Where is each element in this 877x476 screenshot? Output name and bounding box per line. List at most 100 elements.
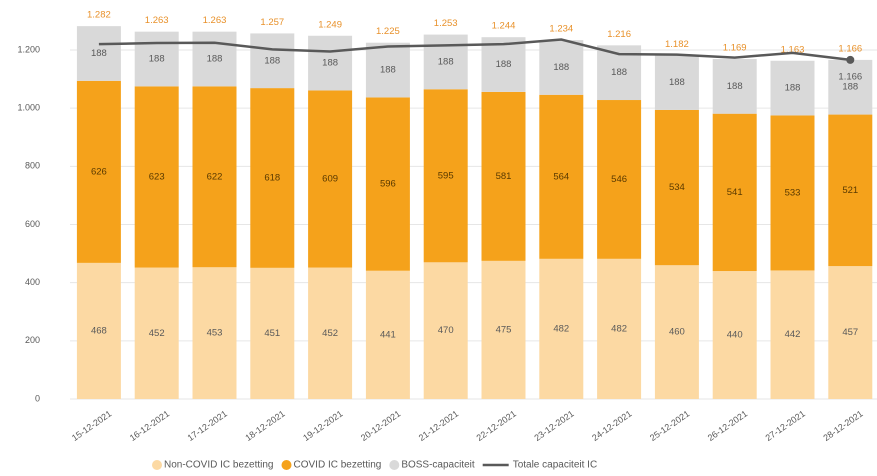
bar-segment bbox=[250, 88, 295, 268]
data-label: 188 bbox=[727, 81, 743, 92]
bar-segment bbox=[76, 262, 121, 399]
y-tick-label: 600 bbox=[25, 219, 40, 229]
y-tick-label: 200 bbox=[25, 335, 40, 345]
data-label: 188 bbox=[322, 58, 338, 69]
bar-segment bbox=[192, 31, 237, 87]
data-label: 595 bbox=[438, 170, 454, 181]
legend-item: Totale capaciteit IC bbox=[482, 460, 598, 471]
data-label: 188 bbox=[553, 62, 569, 73]
data-label: 442 bbox=[785, 329, 801, 340]
data-label: 457 bbox=[842, 327, 858, 338]
data-label: 452 bbox=[322, 328, 338, 339]
data-label: 521 bbox=[842, 185, 858, 196]
data-label: 468 bbox=[91, 325, 107, 336]
legend-label: Non-COVID IC bezetting bbox=[164, 460, 274, 471]
bar-segment bbox=[481, 91, 526, 261]
data-label: 626 bbox=[91, 166, 107, 177]
bar-segment bbox=[654, 265, 699, 399]
x-tick-label: 15-12-2021 bbox=[70, 408, 113, 443]
data-label: 534 bbox=[669, 182, 685, 193]
legend-label: COVID IC bezetting bbox=[294, 460, 382, 471]
x-tick-label: 21-12-2021 bbox=[417, 408, 460, 443]
total-label: 1.163 bbox=[781, 44, 805, 55]
bar-segment bbox=[308, 267, 353, 399]
x-tick-label: 19-12-2021 bbox=[301, 408, 344, 443]
total-label: 1.169 bbox=[723, 43, 747, 54]
total-label: 1.253 bbox=[434, 18, 458, 29]
x-tick-label: 16-12-2021 bbox=[128, 408, 171, 443]
bar-segment bbox=[76, 80, 121, 263]
data-label: 618 bbox=[264, 172, 280, 183]
x-tick-label: 18-12-2021 bbox=[243, 408, 286, 443]
bar-segment bbox=[654, 55, 699, 110]
y-tick-label: 0 bbox=[35, 393, 40, 403]
total-label: 1.216 bbox=[607, 29, 631, 40]
data-label: 533 bbox=[785, 187, 801, 198]
bar-segment bbox=[308, 90, 353, 268]
bar-segment bbox=[134, 86, 179, 268]
x-tick-label: 20-12-2021 bbox=[359, 408, 402, 443]
data-label: 188 bbox=[91, 48, 107, 59]
x-tick-label: 26-12-2021 bbox=[706, 408, 749, 443]
line-marker bbox=[846, 55, 855, 64]
data-label: 622 bbox=[207, 171, 223, 182]
bar-segment bbox=[134, 31, 179, 87]
data-label: 596 bbox=[380, 179, 396, 190]
y-tick-label: 800 bbox=[25, 161, 40, 171]
data-label: 188 bbox=[611, 67, 627, 78]
total-label: 1.282 bbox=[87, 10, 111, 21]
bar-segment bbox=[423, 262, 468, 399]
data-label: 441 bbox=[380, 329, 396, 340]
total-label: 1.166 bbox=[838, 43, 862, 54]
legend-swatch bbox=[389, 460, 400, 470]
bar-segment bbox=[423, 89, 468, 263]
bar-segment bbox=[770, 115, 815, 271]
data-label: 581 bbox=[496, 171, 512, 182]
data-label: 188 bbox=[380, 65, 396, 76]
legend-label: BOSS-capaciteit bbox=[401, 460, 475, 471]
x-tick-label: 22-12-2021 bbox=[475, 408, 518, 443]
data-label: 188 bbox=[207, 54, 223, 65]
bar-segment bbox=[539, 94, 584, 259]
bar-segment bbox=[828, 266, 873, 399]
x-tick-label: 17-12-2021 bbox=[186, 408, 229, 443]
data-label: 546 bbox=[611, 174, 627, 185]
line bbox=[98, 38, 851, 62]
bar-segment bbox=[597, 258, 642, 399]
total-label: 1.225 bbox=[376, 26, 400, 37]
legend-swatch bbox=[281, 460, 292, 470]
total-label: 1.263 bbox=[145, 15, 169, 26]
bar-segment bbox=[365, 270, 410, 399]
x-tick-label: 25-12-2021 bbox=[648, 408, 691, 443]
data-label: 452 bbox=[149, 328, 165, 339]
bar-segment bbox=[250, 33, 295, 89]
y-tick-label: 400 bbox=[25, 277, 40, 287]
total-label: 1.244 bbox=[492, 21, 516, 32]
x-tick-label: 24-12-2021 bbox=[590, 408, 633, 443]
data-label: 564 bbox=[553, 171, 569, 182]
data-label: 482 bbox=[553, 323, 569, 334]
legend-label: Totale capaciteit IC bbox=[513, 460, 598, 471]
legend-item: Non-COVID IC bezetting bbox=[152, 460, 274, 471]
bar-segment bbox=[134, 267, 179, 399]
bar-segment bbox=[250, 267, 295, 399]
data-label: 482 bbox=[611, 323, 627, 334]
bar-segment bbox=[712, 59, 757, 114]
bar-segment bbox=[654, 109, 699, 266]
line-label: 1.166 bbox=[838, 71, 862, 82]
total-label: 1.257 bbox=[260, 17, 284, 28]
data-label: 188 bbox=[669, 77, 685, 88]
data-label: 453 bbox=[207, 328, 223, 339]
data-label: 623 bbox=[149, 171, 165, 182]
bar-segment bbox=[597, 100, 642, 259]
bar-segment bbox=[308, 35, 353, 91]
total-label: 1.234 bbox=[549, 24, 573, 35]
bar-segment bbox=[770, 270, 815, 399]
data-label: 188 bbox=[842, 82, 858, 93]
data-label: 188 bbox=[785, 83, 801, 94]
bar-segment bbox=[828, 59, 873, 115]
bar-segment bbox=[423, 34, 468, 90]
total-label: 1.249 bbox=[318, 19, 342, 30]
total-label: 1.263 bbox=[203, 15, 227, 26]
